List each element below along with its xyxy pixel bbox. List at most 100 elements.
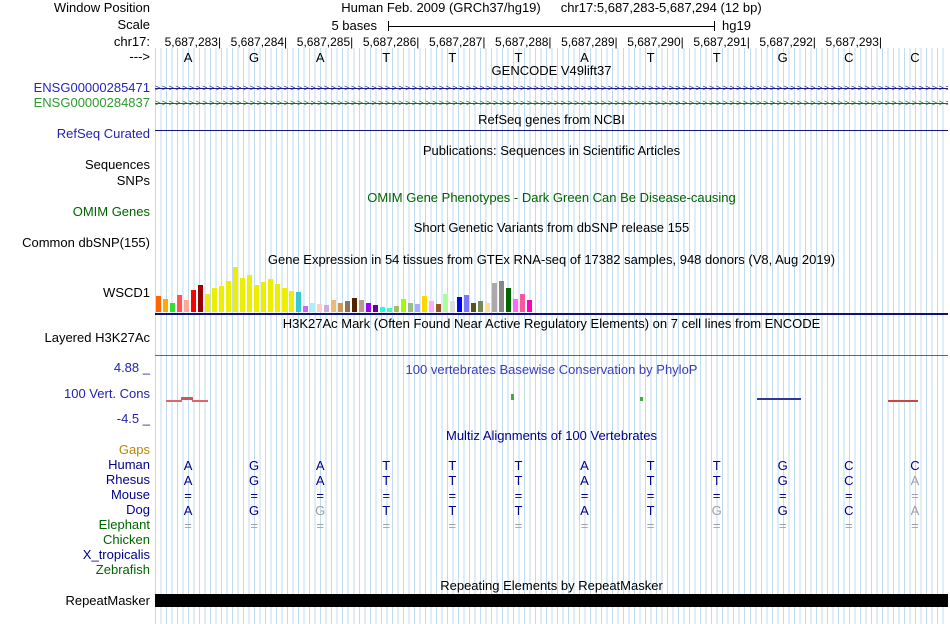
ruler-tick: 5,687,283|: [164, 35, 222, 49]
track-title-dbsnp[interactable]: Short Genetic Variants from dbSNP releas…: [413, 220, 690, 235]
alignment-base: T: [448, 458, 457, 473]
ruler-ticks[interactable]: 5,687,283| 5,687,284| 5,687,285| 5,687,286|…: [155, 35, 882, 49]
reference-base: A: [315, 50, 325, 65]
alignment-base: A: [183, 458, 193, 473]
alignment-base: T: [646, 503, 655, 518]
track-label-refseq-curated[interactable]: RefSeq Curated: [56, 126, 150, 141]
reference-base: C: [910, 50, 920, 65]
alignment-base: T: [712, 458, 721, 473]
gtex-bar: [268, 279, 273, 312]
track-title-omim[interactable]: OMIM Gene Phenotypes - Dark Green Can Be…: [367, 190, 736, 205]
gtex-bar: [359, 300, 364, 312]
track-title-phylop[interactable]: 100 vertebrates Basewise Conservation by…: [405, 362, 698, 377]
species-label-elephant[interactable]: Elephant: [98, 517, 150, 532]
alignment-base: =: [316, 488, 324, 503]
refseq-item-line[interactable]: [155, 130, 948, 131]
alignment-base: =: [250, 488, 258, 503]
ruler-tick: 5,687,288|: [495, 35, 552, 49]
gtex-bar: [408, 303, 413, 312]
species-label-zebrafish[interactable]: Zebrafish: [95, 562, 150, 577]
gene-arrow-line-2[interactable]: >>>>>>>>>>>>>>>>>>>>>>>>>>>>>>>>>>>>>>>>…: [155, 97, 948, 109]
gtex-bar: [401, 299, 406, 312]
track-title-gencode[interactable]: GENCODE V49lift37: [491, 63, 612, 78]
alignment-base: =: [250, 518, 258, 533]
gtex-bar: [471, 303, 476, 312]
reference-base: T: [448, 50, 457, 65]
alignment-base: =: [712, 488, 721, 503]
alignment-base: =: [184, 488, 192, 503]
multiz-row-mouse[interactable]: = = = = = = = = = = = =: [155, 488, 948, 503]
alignment-base: T: [448, 503, 457, 518]
track-title-multiz[interactable]: Multiz Alignments of 100 Vertebrates: [445, 428, 657, 443]
alignment-base: C: [844, 458, 854, 473]
species-label-x-tropicalis[interactable]: X_tropicalis: [82, 547, 150, 562]
species-label-dog[interactable]: Dog: [126, 502, 150, 517]
gene-label-wscd1[interactable]: WSCD1: [103, 285, 150, 300]
gtex-bar: [205, 294, 210, 312]
alignment-base: A: [315, 473, 325, 488]
gene-arrow-line-1[interactable]: >>>>>>>>>>>>>>>>>>>>>>>>>>>>>>>>>>>>>>>>…: [155, 82, 948, 94]
species-label-mouse[interactable]: Mouse: [110, 487, 150, 502]
alignment-base: T: [382, 473, 391, 488]
gtex-bar: [338, 303, 343, 312]
alignment-base: =: [646, 518, 655, 533]
gtex-bar: [247, 275, 252, 312]
alignment-base: G: [249, 473, 260, 488]
gtex-bar: [261, 282, 266, 312]
multiz-row-elephant[interactable]: = = = = = = = = = = = =: [155, 518, 948, 533]
gtex-bars[interactable]: [156, 267, 949, 312]
alignment-base: G: [777, 473, 788, 488]
track-label-repeatmasker[interactable]: RepeatMasker: [65, 593, 150, 608]
gtex-bar: [499, 281, 504, 312]
alignment-base: =: [184, 518, 192, 533]
track-title-h3k27ac[interactable]: H3K27Ac Mark (Often Found Near Active Re…: [282, 316, 821, 331]
species-label-chicken[interactable]: Chicken: [103, 532, 150, 547]
alignment-base: =: [514, 488, 523, 503]
species-label-human[interactable]: Human: [108, 457, 150, 472]
gtex-bar: [170, 303, 175, 312]
scale-bar: [388, 21, 715, 31]
alignment-base: =: [712, 518, 721, 533]
gtex-bar: [296, 292, 301, 312]
gtex-bar: [450, 301, 455, 312]
track-label-sequences[interactable]: Sequences: [84, 157, 150, 172]
track-title-gtex[interactable]: Gene Expression in 54 tissues from GTEx …: [267, 252, 836, 267]
alignment-base: A: [910, 503, 920, 518]
genome-version-text: hg19: [722, 18, 751, 33]
track-label-layered-h3k27ac[interactable]: Layered H3K27Ac: [44, 330, 150, 345]
track-title-publications[interactable]: Publications: Sequences in Scientific Ar…: [422, 143, 681, 158]
track-label-snps[interactable]: SNPs: [116, 173, 150, 188]
alignment-base: T: [712, 473, 721, 488]
alignment-base: G: [249, 458, 260, 473]
assembly-text: Human Feb. 2009 (GRCh37/hg19): [341, 0, 541, 15]
species-label-rhesus[interactable]: Rhesus: [105, 472, 150, 487]
gene-label-ensg284837[interactable]: ENSG00000284837: [33, 95, 150, 110]
alignment-base: T: [646, 458, 655, 473]
alignment-base: =: [382, 488, 391, 503]
track-label-100-vert-cons[interactable]: 100 Vert. Cons: [64, 386, 150, 401]
gene-label-ensg285471[interactable]: ENSG00000285471: [33, 80, 150, 95]
track-title-refseq[interactable]: RefSeq genes from NCBI: [478, 112, 625, 127]
alignment-base: A: [580, 503, 589, 518]
ruler-tick: 5,687,293|: [825, 35, 883, 49]
gtex-bar: [198, 285, 203, 312]
gtex-baseline: [155, 313, 948, 315]
species-label-gaps[interactable]: Gaps: [118, 442, 150, 457]
alignment-base: =: [778, 518, 787, 533]
reference-base: C: [844, 50, 854, 65]
ruler-tick: 5,687,290|: [627, 35, 684, 49]
repeatmasker-element-bar[interactable]: [155, 594, 948, 607]
alignment-base: A: [580, 458, 589, 473]
gtex-bar: [436, 304, 441, 312]
track-label-common-dbsnp[interactable]: Common dbSNP(155): [22, 235, 150, 250]
track-title-repeatmasker[interactable]: Repeating Elements by RepeatMasker: [440, 578, 663, 593]
strand-arrow-label: --->: [129, 49, 150, 64]
alignment-base: G: [711, 503, 722, 518]
h3k27ac-track-line: [155, 355, 948, 356]
track-label-omim-genes[interactable]: OMIM Genes: [72, 204, 150, 219]
ruler-tick: 5,687,287|: [428, 35, 486, 49]
